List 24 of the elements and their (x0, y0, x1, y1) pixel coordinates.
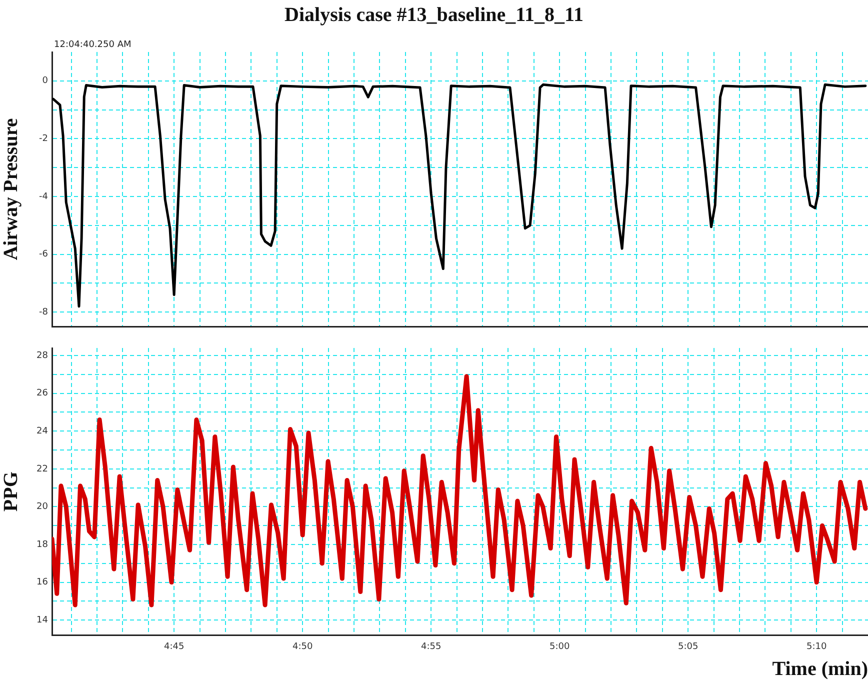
text: 12:04:40.250 AM (54, 40, 132, 50)
x-tick-label: 4:50 (292, 642, 313, 652)
y-axis-title: PPG (0, 471, 22, 512)
y-tick-label: 20 (36, 502, 48, 512)
x-axis-title: Time (min) (772, 658, 868, 680)
y-tick-label: 14 (36, 615, 48, 626)
x-tick-label: 5:05 (678, 642, 698, 652)
y-tick-label: 16 (36, 578, 48, 588)
y-tick-label: 18 (36, 540, 48, 550)
x-tick-label: 5:10 (806, 642, 827, 652)
y-tick-label: -4 (39, 192, 48, 202)
y-tick-label: 26 (36, 388, 48, 399)
x-tick-label: 4:45 (164, 642, 184, 652)
chart-title: Dialysis case #13_baseline_11_8_11 (284, 4, 584, 26)
y-tick-label: -2 (39, 134, 48, 144)
y-tick-label: 22 (36, 464, 48, 474)
x-tick-label: 4:55 (420, 642, 442, 652)
y-tick-label: 0 (42, 76, 48, 86)
x-tick-label: 5:00 (549, 642, 570, 652)
y-tick-label: 28 (36, 350, 48, 361)
y-tick-label: -6 (39, 250, 48, 260)
y-tick-label: 24 (36, 426, 48, 436)
y-axis-title: Airway Pressure (0, 118, 22, 260)
y-tick-label: -8 (39, 307, 48, 318)
